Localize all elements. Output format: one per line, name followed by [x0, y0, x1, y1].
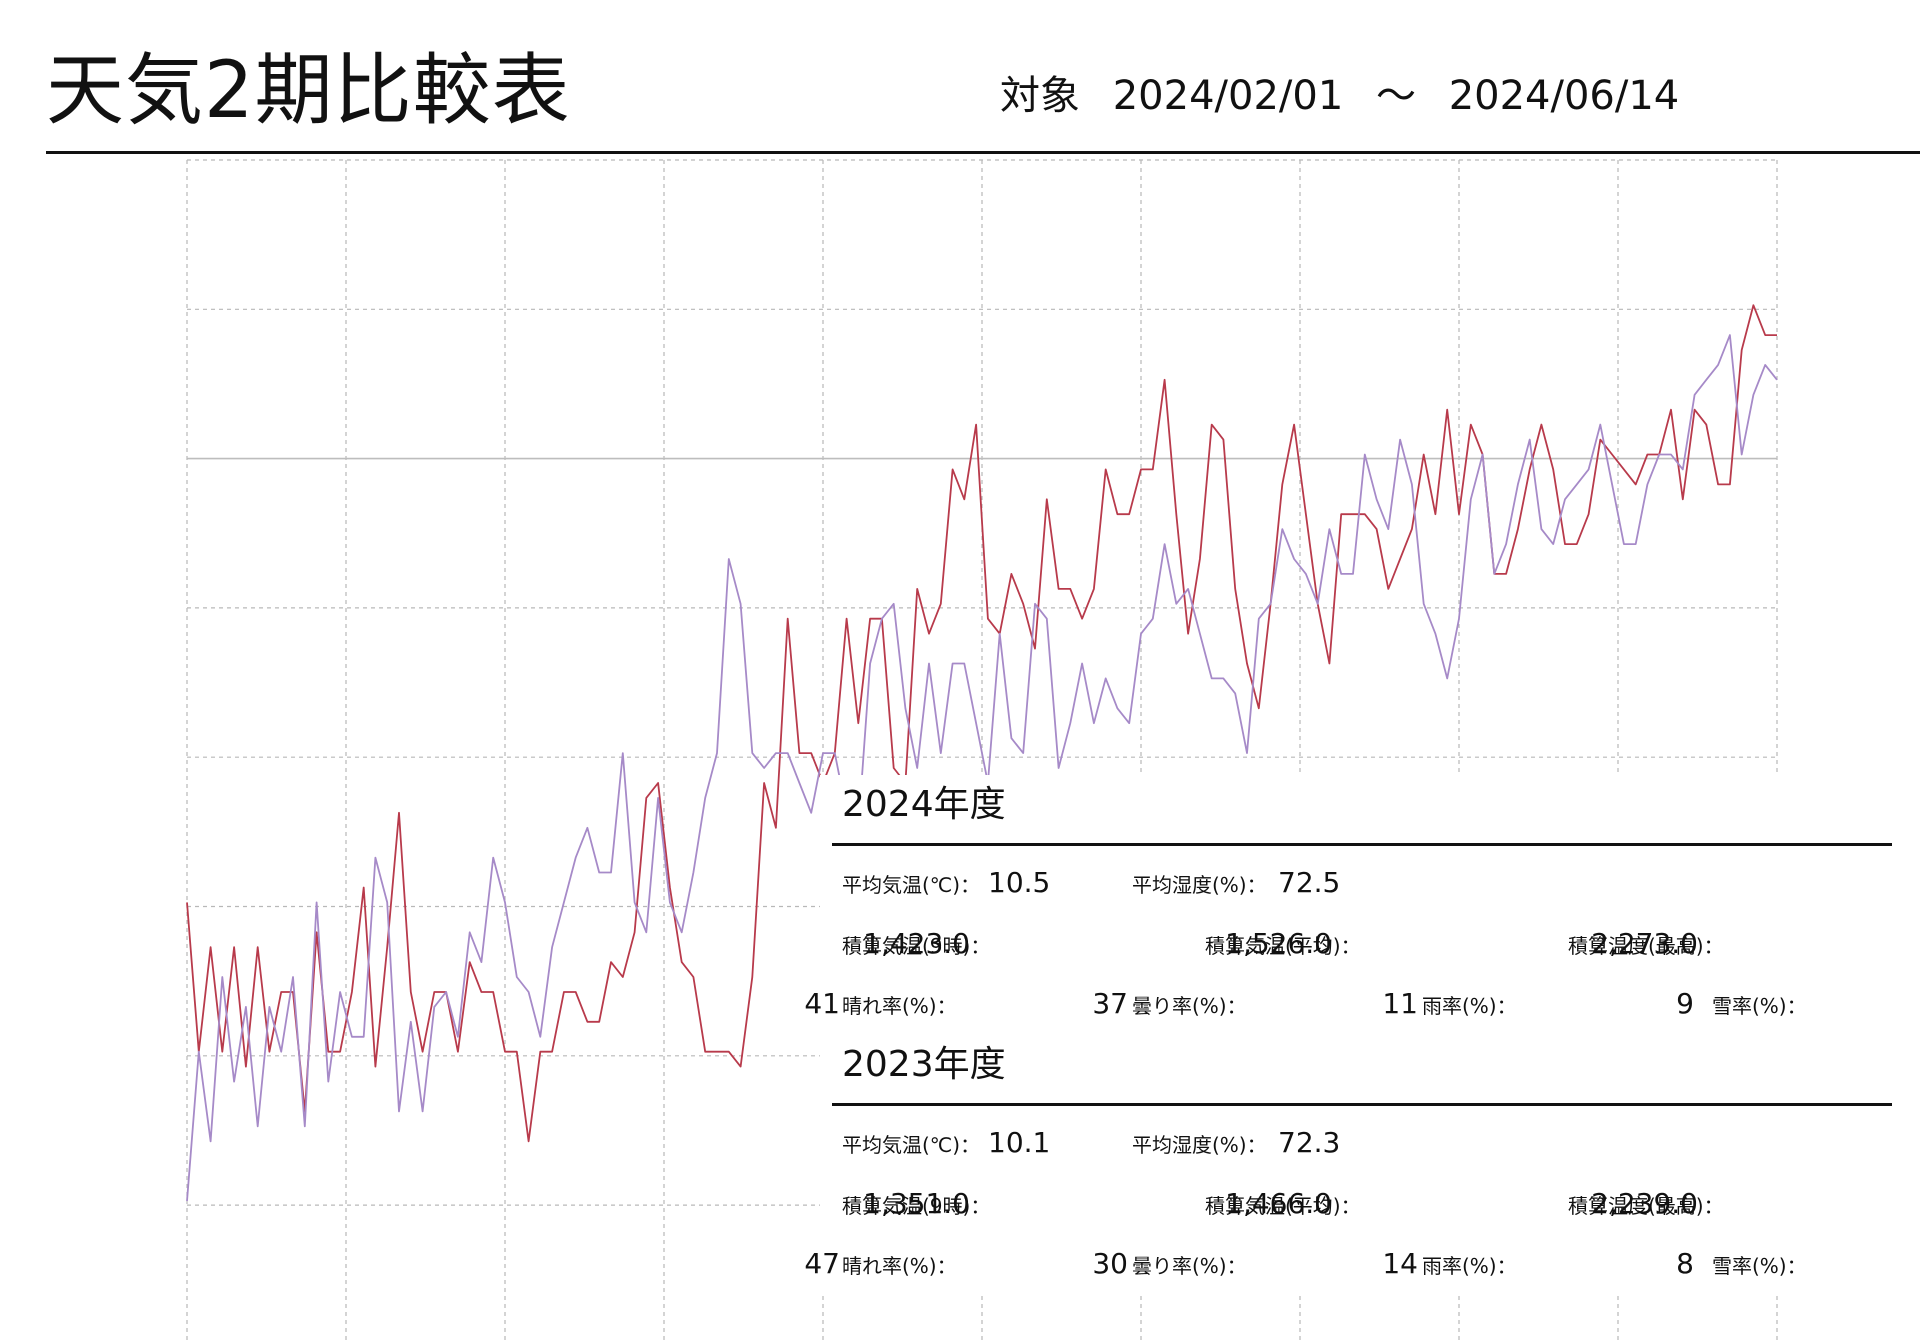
stats-row-accumulated: 積算気温(9時)： 1,423.0 積算気温(平均)： 1,526.0 積算温度…	[820, 928, 1920, 968]
season-rule	[832, 1103, 1892, 1106]
rain-rate-value: 14	[1382, 1247, 1418, 1280]
stats-row-averages: 平均気温(℃)： 10.1 平均湿度(%)： 72.3	[820, 1127, 1920, 1167]
season-heading: 2023年度	[842, 1044, 1006, 1085]
acc-9am-label: 積算気温(9時)：	[842, 934, 991, 958]
series-line-current	[186, 304, 1777, 1143]
rain-rate-value: 11	[1382, 987, 1418, 1020]
cloudy-rate-label: 曇り率(%)：	[1132, 994, 1247, 1018]
acc-9am-value: 1,351.0	[863, 1187, 970, 1220]
range-start: 2024/02/01	[1112, 73, 1344, 119]
stats-row-accumulated: 積算気温(9時)： 1,351.0 積算気温(平均)： 1,466.0 積算温度…	[820, 1188, 1920, 1228]
sunny-rate-value: 47	[804, 1247, 840, 1280]
rain-rate-label: 雨率(%)：	[1422, 994, 1517, 1018]
cloudy-rate-value: 30	[1092, 1247, 1128, 1280]
avg-humidity-value: 72.3	[1278, 1126, 1341, 1159]
acc-avg-label: 積算気温(平均)：	[1205, 1194, 1361, 1218]
acc-9am-label: 積算気温(9時)：	[842, 1194, 991, 1218]
stats-row-weather-rates: 晴れ率(%)： 41 曇り率(%)： 37 雨率(%)： 11 雪率(%)： 9	[804, 987, 1920, 1028]
acc-max-value: 2,239.0	[1591, 1187, 1698, 1220]
stats-panel: 2024年度 平均気温(℃)： 10.5 平均湿度(%)： 72.5 積算気温(…	[804, 775, 1920, 1295]
avg-temp-label: 平均気温(℃)：	[842, 1133, 981, 1157]
avg-humidity-value: 72.5	[1278, 866, 1341, 899]
acc-max-label: 積算温度(最高)：	[1568, 1194, 1724, 1218]
snow-rate-value: 9	[1676, 987, 1694, 1020]
avg-temp-value: 10.1	[988, 1126, 1051, 1159]
rain-rate-label: 雨率(%)：	[1422, 1254, 1517, 1278]
snow-rate-value: 8	[1676, 1247, 1694, 1280]
sunny-rate-label: 晴れ率(%)：	[842, 1254, 957, 1278]
cloudy-rate-label: 曇り率(%)：	[1132, 1254, 1247, 1278]
acc-avg-label: 積算気温(平均)：	[1205, 934, 1361, 958]
snow-rate-label: 雪率(%)：	[1712, 994, 1807, 1018]
acc-9am-value: 1,423.0	[863, 927, 970, 960]
sunny-rate-label: 晴れ率(%)：	[842, 994, 957, 1018]
avg-temp-value: 10.5	[988, 866, 1051, 899]
title-rule	[46, 151, 1920, 154]
stats-row-averages: 平均気温(℃)： 10.5 平均湿度(%)： 72.5	[820, 867, 1920, 907]
acc-avg-value: 1,466.0	[1225, 1187, 1332, 1220]
stats-row-weather-rates: 晴れ率(%)： 47 曇り率(%)： 30 雨率(%)： 14 雪率(%)： 8	[804, 1247, 1920, 1288]
avg-humidity-label: 平均湿度(%)：	[1132, 1133, 1267, 1157]
avg-humidity-label: 平均湿度(%)：	[1132, 873, 1267, 897]
range-separator: ～	[1375, 73, 1416, 119]
page-title: 天気2期比較表	[46, 46, 571, 136]
avg-temp-label: 平均気温(℃)：	[842, 873, 981, 897]
season-rule	[832, 843, 1892, 846]
range-label: 対象	[1000, 73, 1080, 119]
acc-max-label: 積算温度(最高)：	[1568, 934, 1724, 958]
snow-rate-label: 雪率(%)：	[1712, 1254, 1807, 1278]
date-range: 対象 2024/02/01 ～ 2024/06/14	[1000, 76, 1679, 116]
acc-avg-value: 1,526.0	[1225, 927, 1332, 960]
season-heading: 2024年度	[842, 784, 1006, 825]
range-end: 2024/06/14	[1448, 73, 1680, 119]
sunny-rate-value: 41	[804, 987, 840, 1020]
acc-max-value: 2,273.0	[1591, 927, 1698, 960]
series-line-previous	[186, 334, 1778, 1202]
cloudy-rate-value: 37	[1092, 987, 1128, 1020]
